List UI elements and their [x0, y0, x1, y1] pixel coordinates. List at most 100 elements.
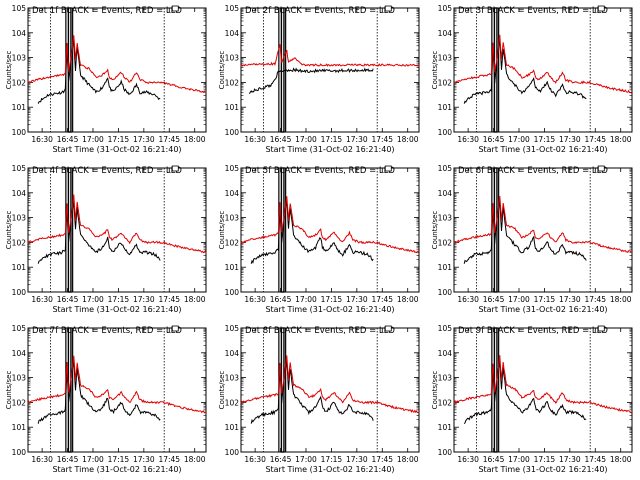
y-tick-label: 104	[12, 349, 27, 358]
y-tick-label: 105	[225, 4, 240, 13]
x-tick-label: 17:15	[321, 455, 343, 464]
x-tick-label: 17:45	[371, 455, 393, 464]
chart-panel-2: Det 2f BLACK = Events, RED = LLD 16:30 16:…	[218, 4, 420, 154]
series-line-lld	[27, 355, 207, 414]
chart-panel-4: Det 4f BLACK = Events, RED = LLD 16:30 16:…	[5, 164, 207, 314]
plot-frame	[240, 167, 420, 293]
x-tick-label: 17:15	[321, 135, 343, 144]
series-line-events	[37, 360, 161, 424]
y-tick-label: 100	[12, 448, 27, 457]
marker-box	[384, 325, 392, 332]
plot-frame	[240, 327, 420, 453]
series-line-lld	[240, 196, 420, 254]
y-tick-label: 101	[438, 263, 453, 272]
chart-title: Det 2f BLACK = Events, RED = LLD	[245, 6, 395, 16]
series-line-events	[37, 201, 161, 264]
x-tick-label: 17:15	[108, 295, 130, 304]
chart-panel-8: Det 8f BLACK = Events, RED = LLD 16:30 16:…	[218, 324, 420, 474]
plot-frame	[453, 327, 633, 453]
marker-box	[171, 5, 179, 12]
x-tick-label: 18:00	[397, 295, 419, 304]
y-axis-label: Counts/sec	[5, 371, 13, 410]
x-tick-label: 17:30	[559, 295, 581, 304]
x-tick-label: 17:15	[321, 295, 343, 304]
x-tick-label: 17:15	[108, 135, 130, 144]
marker-box	[597, 5, 605, 12]
plot-frame	[453, 167, 633, 293]
x-tick-label: 16:45	[270, 135, 292, 144]
chart-panel-3: Det 3f BLACK = Events, RED = LLD 16:30 16:…	[431, 4, 633, 154]
x-tick-label: 16:30	[244, 135, 266, 144]
y-tick-label: 102	[12, 238, 27, 247]
x-tick-label: 17:00	[82, 135, 104, 144]
x-tick-label: 16:30	[244, 455, 266, 464]
x-tick-label: 16:45	[57, 295, 79, 304]
y-tick-label: 104	[438, 349, 453, 358]
y-tick-label: 105	[225, 324, 240, 333]
y-axis-label: Counts/sec	[218, 371, 226, 410]
y-tick-label: 103	[438, 54, 453, 63]
x-tick-label: 17:00	[82, 455, 104, 464]
x-tick-label: 17:30	[133, 455, 155, 464]
x-tick-label: 17:45	[584, 455, 606, 464]
x-tick-label: 18:00	[610, 135, 632, 144]
y-axis-label: Counts/sec	[431, 371, 439, 410]
y-tick-label: 100	[438, 448, 453, 457]
x-tick-label: 17:00	[295, 135, 317, 144]
y-tick-label: 102	[225, 398, 240, 407]
y-axis-label: Counts/sec	[431, 51, 439, 90]
chart-title: Det 8f BLACK = Events, RED = LLD	[245, 326, 395, 336]
chart-panel-5: Det 5f BLACK = Events, RED = LLD 16:30 16:…	[218, 164, 420, 314]
chart-title: Det 3f BLACK = Events, RED = LLD	[458, 6, 608, 16]
x-tick-label: 17:30	[559, 455, 581, 464]
plot-frame	[27, 327, 207, 453]
x-tick-label: 17:45	[584, 135, 606, 144]
y-tick-label: 100	[225, 288, 240, 297]
x-tick-label: 17:30	[559, 135, 581, 144]
x-axis-label: Start Time (31-Oct-02 16:21:40)	[52, 305, 181, 314]
marker-box	[597, 165, 605, 172]
y-tick-label: 105	[12, 164, 27, 173]
chart-title: Det 4f BLACK = Events, RED = LLD	[32, 166, 182, 176]
y-tick-label: 102	[225, 238, 240, 247]
series-line-lld	[453, 34, 633, 94]
series-line-lld	[27, 194, 207, 254]
x-tick-label: 16:45	[57, 135, 79, 144]
x-tick-label: 18:00	[610, 455, 632, 464]
x-tick-label: 17:00	[508, 455, 530, 464]
x-tick-label: 18:00	[184, 295, 206, 304]
x-tick-label: 17:45	[371, 295, 393, 304]
y-tick-label: 102	[12, 78, 27, 87]
x-tick-label: 17:30	[346, 135, 368, 144]
y-tick-label: 101	[225, 103, 240, 112]
chart-panel-1: Det 1f BLACK = Events, RED = LLD 16:30 16:…	[5, 4, 207, 154]
x-tick-label: 18:00	[610, 295, 632, 304]
x-tick-label: 16:30	[457, 135, 479, 144]
y-tick-label: 103	[438, 214, 453, 223]
y-tick-label: 104	[225, 349, 240, 358]
y-tick-label: 103	[438, 374, 453, 383]
x-axis-label: Start Time (31-Oct-02 16:21:40)	[52, 145, 181, 154]
x-tick-label: 18:00	[397, 135, 419, 144]
x-tick-label: 17:30	[133, 295, 155, 304]
x-axis-label: Start Time (31-Oct-02 16:21:40)	[265, 145, 394, 154]
series-line-events	[249, 67, 374, 95]
x-tick-label: 16:45	[483, 135, 505, 144]
chart-title: Det 1f BLACK = Events, RED = LLD	[32, 6, 182, 16]
x-axis-label: Start Time (31-Oct-02 16:21:40)	[478, 465, 607, 474]
y-tick-label: 101	[225, 423, 240, 432]
y-tick-label: 104	[12, 189, 27, 198]
series-line-lld	[453, 355, 633, 414]
chart-title: Det 9f BLACK = Events, RED = LLD	[458, 326, 608, 336]
x-tick-label: 17:30	[133, 135, 155, 144]
y-tick-label: 103	[225, 374, 240, 383]
x-tick-label: 16:45	[483, 455, 505, 464]
x-tick-label: 17:15	[534, 455, 556, 464]
x-axis-label: Start Time (31-Oct-02 16:21:40)	[52, 465, 181, 474]
y-tick-label: 103	[12, 214, 27, 223]
chart-title: Det 5f BLACK = Events, RED = LLD	[245, 166, 395, 176]
x-axis-label: Start Time (31-Oct-02 16:21:40)	[265, 305, 394, 314]
x-tick-label: 16:45	[270, 455, 292, 464]
y-tick-label: 103	[12, 54, 27, 63]
y-tick-label: 104	[225, 29, 240, 38]
